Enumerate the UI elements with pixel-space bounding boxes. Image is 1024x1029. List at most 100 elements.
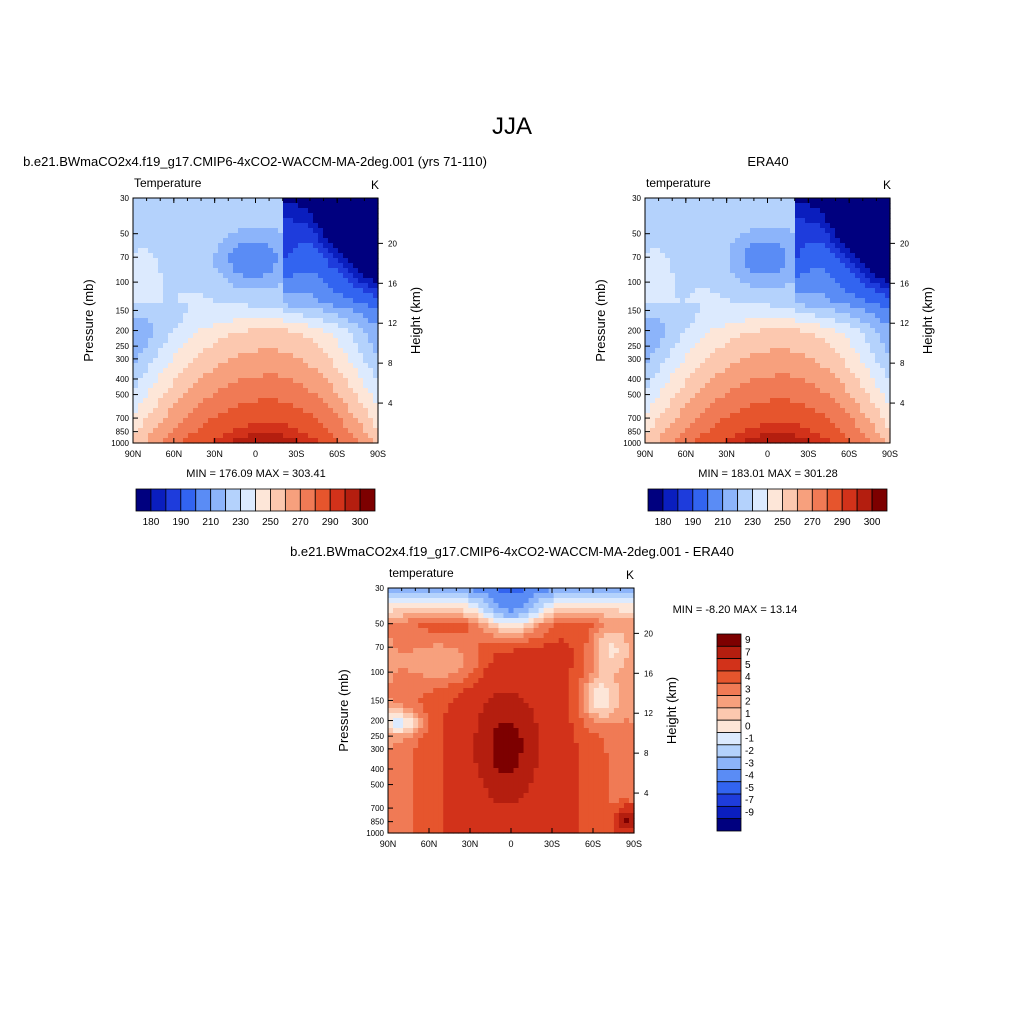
field-cell bbox=[298, 283, 304, 289]
field-cell bbox=[223, 313, 229, 319]
field-cell bbox=[720, 223, 726, 229]
field-cell bbox=[810, 253, 816, 259]
field-cell bbox=[695, 228, 701, 234]
field-cell bbox=[650, 198, 656, 204]
field-cell bbox=[168, 368, 174, 374]
field-cell bbox=[243, 243, 249, 249]
field-cell bbox=[308, 423, 314, 429]
field-cell bbox=[273, 283, 279, 289]
field-cell bbox=[655, 403, 661, 409]
field-cell bbox=[710, 248, 716, 254]
field-cell bbox=[358, 313, 364, 319]
field-cell bbox=[313, 298, 319, 304]
field-cell bbox=[193, 203, 199, 209]
field-cell bbox=[193, 313, 199, 319]
field-cell bbox=[213, 388, 219, 394]
field-cell bbox=[283, 393, 289, 399]
field-cell bbox=[363, 433, 369, 439]
field-cell bbox=[755, 248, 761, 254]
field-cell bbox=[363, 298, 369, 304]
field-cell bbox=[680, 283, 686, 289]
field-cell bbox=[308, 208, 314, 214]
colorbar-label: 230 bbox=[232, 517, 249, 528]
field-cell bbox=[198, 253, 204, 259]
field-cell bbox=[348, 363, 354, 369]
colorbar-label: 300 bbox=[352, 517, 369, 528]
field-cell bbox=[825, 263, 831, 269]
field-cell bbox=[865, 248, 871, 254]
left-label: Temperature bbox=[134, 176, 202, 190]
field-cell bbox=[715, 318, 721, 324]
field-cell bbox=[308, 228, 314, 234]
field-cell bbox=[770, 293, 776, 299]
field-cell bbox=[870, 388, 876, 394]
field-cell bbox=[368, 383, 374, 389]
field-cell bbox=[313, 283, 319, 289]
field-cell bbox=[680, 318, 686, 324]
field-cell bbox=[273, 268, 279, 274]
field-cell bbox=[193, 213, 199, 219]
field-cell bbox=[715, 423, 721, 429]
field-cell bbox=[675, 213, 681, 219]
field-cell bbox=[158, 383, 164, 389]
field-cell bbox=[745, 248, 751, 254]
field-cell bbox=[348, 353, 354, 359]
field-cell bbox=[213, 353, 219, 359]
field-cell bbox=[293, 258, 299, 264]
field-cell bbox=[780, 328, 786, 334]
field-cell bbox=[715, 203, 721, 209]
field-cell bbox=[173, 203, 179, 209]
field-cell bbox=[700, 408, 706, 414]
field-cell bbox=[333, 288, 339, 294]
field-cell bbox=[273, 383, 279, 389]
field-cell bbox=[353, 403, 359, 409]
field-cell bbox=[760, 408, 766, 414]
field-cell bbox=[775, 418, 781, 424]
field-cell bbox=[735, 298, 741, 304]
field-cell bbox=[805, 303, 811, 309]
field-cell bbox=[795, 248, 801, 254]
field-cell bbox=[278, 378, 284, 384]
field-cell bbox=[283, 423, 289, 429]
field-cell bbox=[243, 283, 249, 289]
field-cell bbox=[875, 433, 881, 439]
field-cell bbox=[293, 238, 299, 244]
field-cell bbox=[308, 253, 314, 259]
field-cell bbox=[745, 273, 751, 279]
field-cell bbox=[363, 203, 369, 209]
field-cell bbox=[880, 368, 886, 374]
field-cell bbox=[148, 198, 154, 204]
field-cell bbox=[655, 348, 661, 354]
field-cell bbox=[203, 208, 209, 214]
field-cell bbox=[278, 268, 284, 274]
field-cell bbox=[830, 328, 836, 334]
field-cell bbox=[133, 418, 139, 424]
field-cell bbox=[223, 353, 229, 359]
field-cell bbox=[268, 418, 274, 424]
field-cell bbox=[143, 268, 149, 274]
field-cell bbox=[720, 218, 726, 224]
field-cell bbox=[278, 333, 284, 339]
field-cell bbox=[845, 383, 851, 389]
field-cell bbox=[193, 278, 199, 284]
field-cell bbox=[750, 303, 756, 309]
field-cell bbox=[368, 388, 374, 394]
field-cell bbox=[148, 333, 154, 339]
field-cell bbox=[248, 403, 254, 409]
field-cell bbox=[213, 223, 219, 229]
field-cell bbox=[745, 243, 751, 249]
field-cell bbox=[133, 208, 139, 214]
field-cell bbox=[675, 358, 681, 364]
field-cell bbox=[188, 433, 194, 439]
field-cell bbox=[258, 198, 264, 204]
field-cell bbox=[298, 258, 304, 264]
field-cell bbox=[800, 418, 806, 424]
field-cell bbox=[143, 428, 149, 434]
field-cell bbox=[700, 353, 706, 359]
field-cell bbox=[148, 278, 154, 284]
field-cell bbox=[278, 248, 284, 254]
field-cell bbox=[815, 323, 821, 329]
field-cell bbox=[318, 273, 324, 279]
field-cell bbox=[343, 383, 349, 389]
